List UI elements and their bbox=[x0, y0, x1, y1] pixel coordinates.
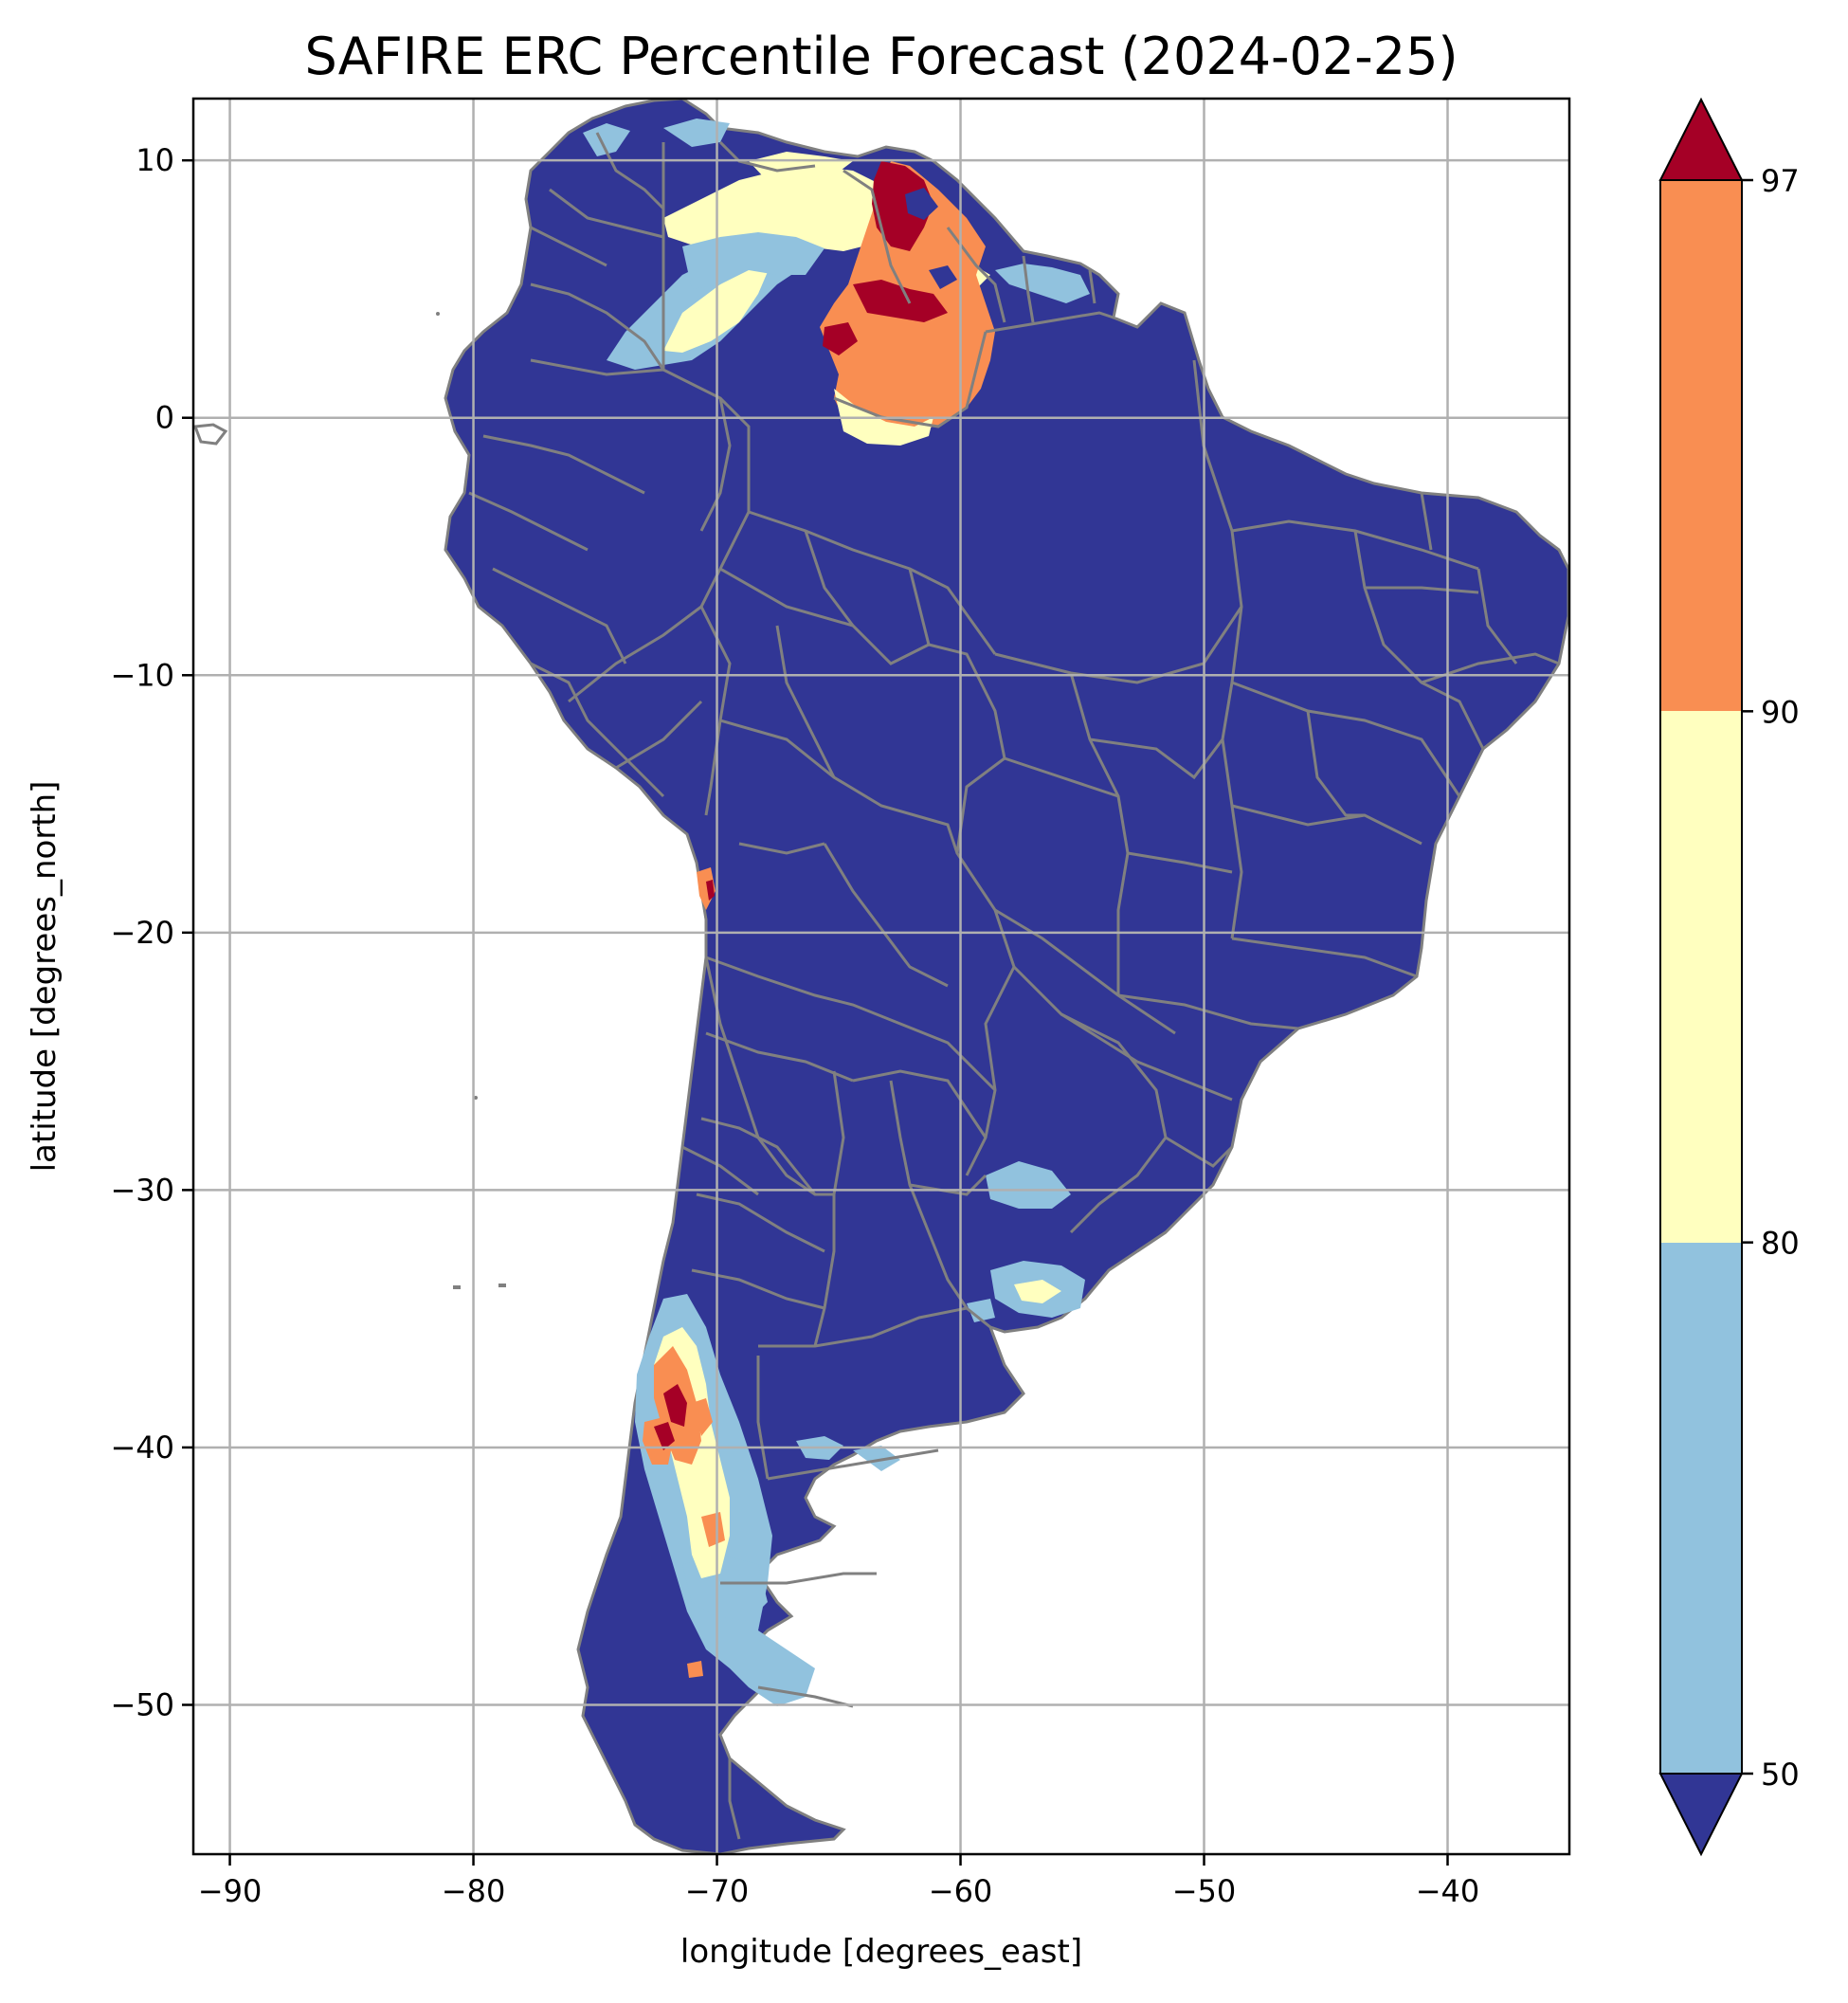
y-tick-label: −10 bbox=[110, 657, 174, 693]
colorbar-extend-max bbox=[1658, 97, 1744, 181]
colorbar-segment-50-80 bbox=[1660, 1243, 1742, 1774]
colorbar-extend-min bbox=[1658, 1773, 1744, 1857]
chart-title: SAFIRE ERC Percentile Forecast (2024-02-… bbox=[304, 27, 1458, 86]
island-marker bbox=[474, 1096, 478, 1100]
x-axis-ticks: −90 −80 −70 −60 −50 −40 bbox=[198, 1854, 1479, 1909]
y-axis-ticks: 10 0 −10 −20 −30 −40 −50 bbox=[110, 142, 193, 1722]
administrative-borders bbox=[468, 132, 1560, 1840]
y-axis-label: latitude [degrees_north] bbox=[26, 781, 63, 1173]
colorbar-tick-label: 80 bbox=[1761, 1226, 1800, 1262]
axes-frame bbox=[191, 97, 1571, 1856]
y-tick-label: −20 bbox=[110, 915, 174, 951]
colorbar: 50 80 90 97 bbox=[1658, 97, 1800, 1857]
x-tick-label: −70 bbox=[685, 1873, 750, 1909]
x-tick-label: −90 bbox=[198, 1873, 263, 1909]
anomaly-region-patagonia bbox=[635, 1294, 900, 1706]
x-tick-label: −80 bbox=[442, 1873, 506, 1909]
x-tick-label: −40 bbox=[1416, 1873, 1480, 1909]
colorbar-tick-label: 50 bbox=[1761, 1757, 1800, 1793]
gridlines bbox=[193, 99, 1569, 1854]
island-marker bbox=[436, 312, 440, 316]
anomaly-speck-atacama-extreme bbox=[706, 880, 715, 901]
anomaly-region-uruguay bbox=[967, 1161, 1085, 1322]
colorbar-segment-80-90 bbox=[1660, 711, 1742, 1243]
map-area bbox=[193, 99, 1569, 1854]
x-tick-label: −60 bbox=[929, 1873, 993, 1909]
anomaly-speck-atacama bbox=[697, 867, 716, 910]
galapagos-islands bbox=[193, 423, 228, 446]
y-tick-label: −50 bbox=[110, 1686, 174, 1722]
colorbar-segment-90-97 bbox=[1660, 180, 1742, 711]
juan-fernandez-islands bbox=[453, 1284, 506, 1289]
colorbar-tick-label: 90 bbox=[1761, 694, 1800, 730]
y-tick-label: −30 bbox=[110, 1172, 174, 1208]
y-tick-label: −40 bbox=[110, 1429, 174, 1466]
colorbar-tick-label: 97 bbox=[1761, 163, 1800, 199]
y-tick-label: 0 bbox=[155, 400, 174, 436]
y-tick-label: 10 bbox=[136, 142, 174, 178]
x-tick-label: −50 bbox=[1172, 1873, 1237, 1909]
x-axis-label: longitude [degrees_east] bbox=[680, 1933, 1082, 1971]
colorbar-ticks: 50 80 90 97 bbox=[1742, 163, 1800, 1793]
